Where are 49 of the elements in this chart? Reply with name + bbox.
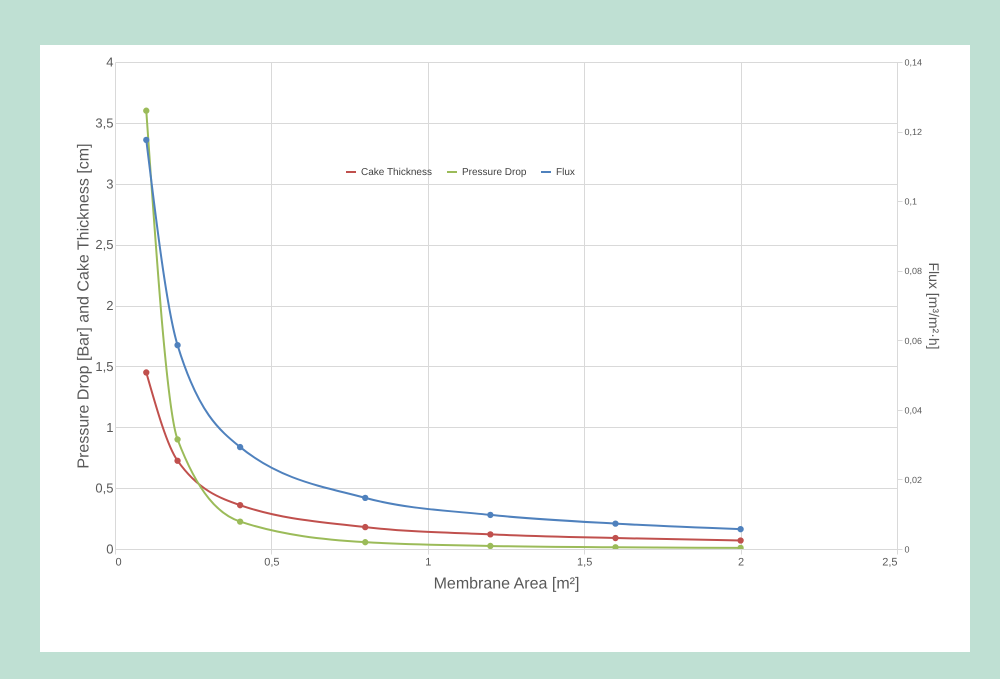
y2-tick-label: 0,02 — [904, 474, 922, 485]
point — [362, 539, 368, 546]
point — [612, 544, 619, 549]
y2-tick-label: 0,04 — [904, 405, 922, 416]
y-axis-title: Pressure Drop [Bar] and Cake Thickness [cm] — [75, 143, 92, 469]
y-tick-label: 0 — [106, 542, 114, 556]
point — [236, 518, 244, 525]
y-tick-label: 1,5 — [95, 358, 114, 374]
y2-axis-title: Flux [m³/m²·h] — [926, 262, 942, 350]
y-tick-label: 1 — [106, 420, 114, 435]
x-tick-label: 1,5 — [577, 556, 592, 568]
legend-label: Flux — [556, 167, 575, 178]
y2-tick-label: 0 — [904, 544, 910, 554]
x-tick-label: 1 — [425, 556, 432, 568]
x-tick-label: 0,5 — [264, 556, 280, 568]
legend-label: Pressure Drop — [462, 167, 527, 178]
y2-tick-label: 0,12 — [904, 127, 922, 138]
point — [143, 136, 150, 144]
point — [487, 542, 494, 549]
x-axis-title: Membrane Area [m²] — [434, 576, 580, 592]
x-tick-label: 2,5 — [882, 556, 898, 568]
point — [174, 458, 181, 464]
y-tick-label: 2,5 — [95, 237, 114, 252]
point — [143, 369, 150, 376]
y-tick-label: 3,5 — [95, 115, 114, 130]
y2-tick-label: 0,06 — [904, 336, 922, 346]
point — [612, 534, 619, 542]
point — [143, 108, 150, 114]
point — [236, 502, 244, 508]
point — [174, 436, 181, 443]
y-tick-label: 3 — [106, 176, 114, 192]
point — [487, 512, 494, 518]
point — [487, 531, 494, 538]
y2-tick-label: 0,08 — [904, 266, 922, 276]
point — [362, 524, 368, 530]
point — [737, 526, 744, 532]
y-tick-label: 0,5 — [95, 480, 114, 496]
legend-label: Cake Thickness — [361, 167, 432, 178]
point — [236, 444, 244, 450]
y-tick-label: 4 — [106, 54, 114, 70]
x-tick-label: 2 — [738, 556, 744, 568]
y-tick-label: 2 — [106, 298, 114, 313]
point — [737, 537, 744, 544]
y2-tick-label: 0,1 — [904, 196, 918, 207]
point — [174, 342, 181, 348]
point — [612, 520, 619, 527]
y2-tick-label: 0,14 — [904, 58, 922, 68]
point — [362, 494, 368, 502]
x-tick-label: 0 — [116, 556, 122, 568]
